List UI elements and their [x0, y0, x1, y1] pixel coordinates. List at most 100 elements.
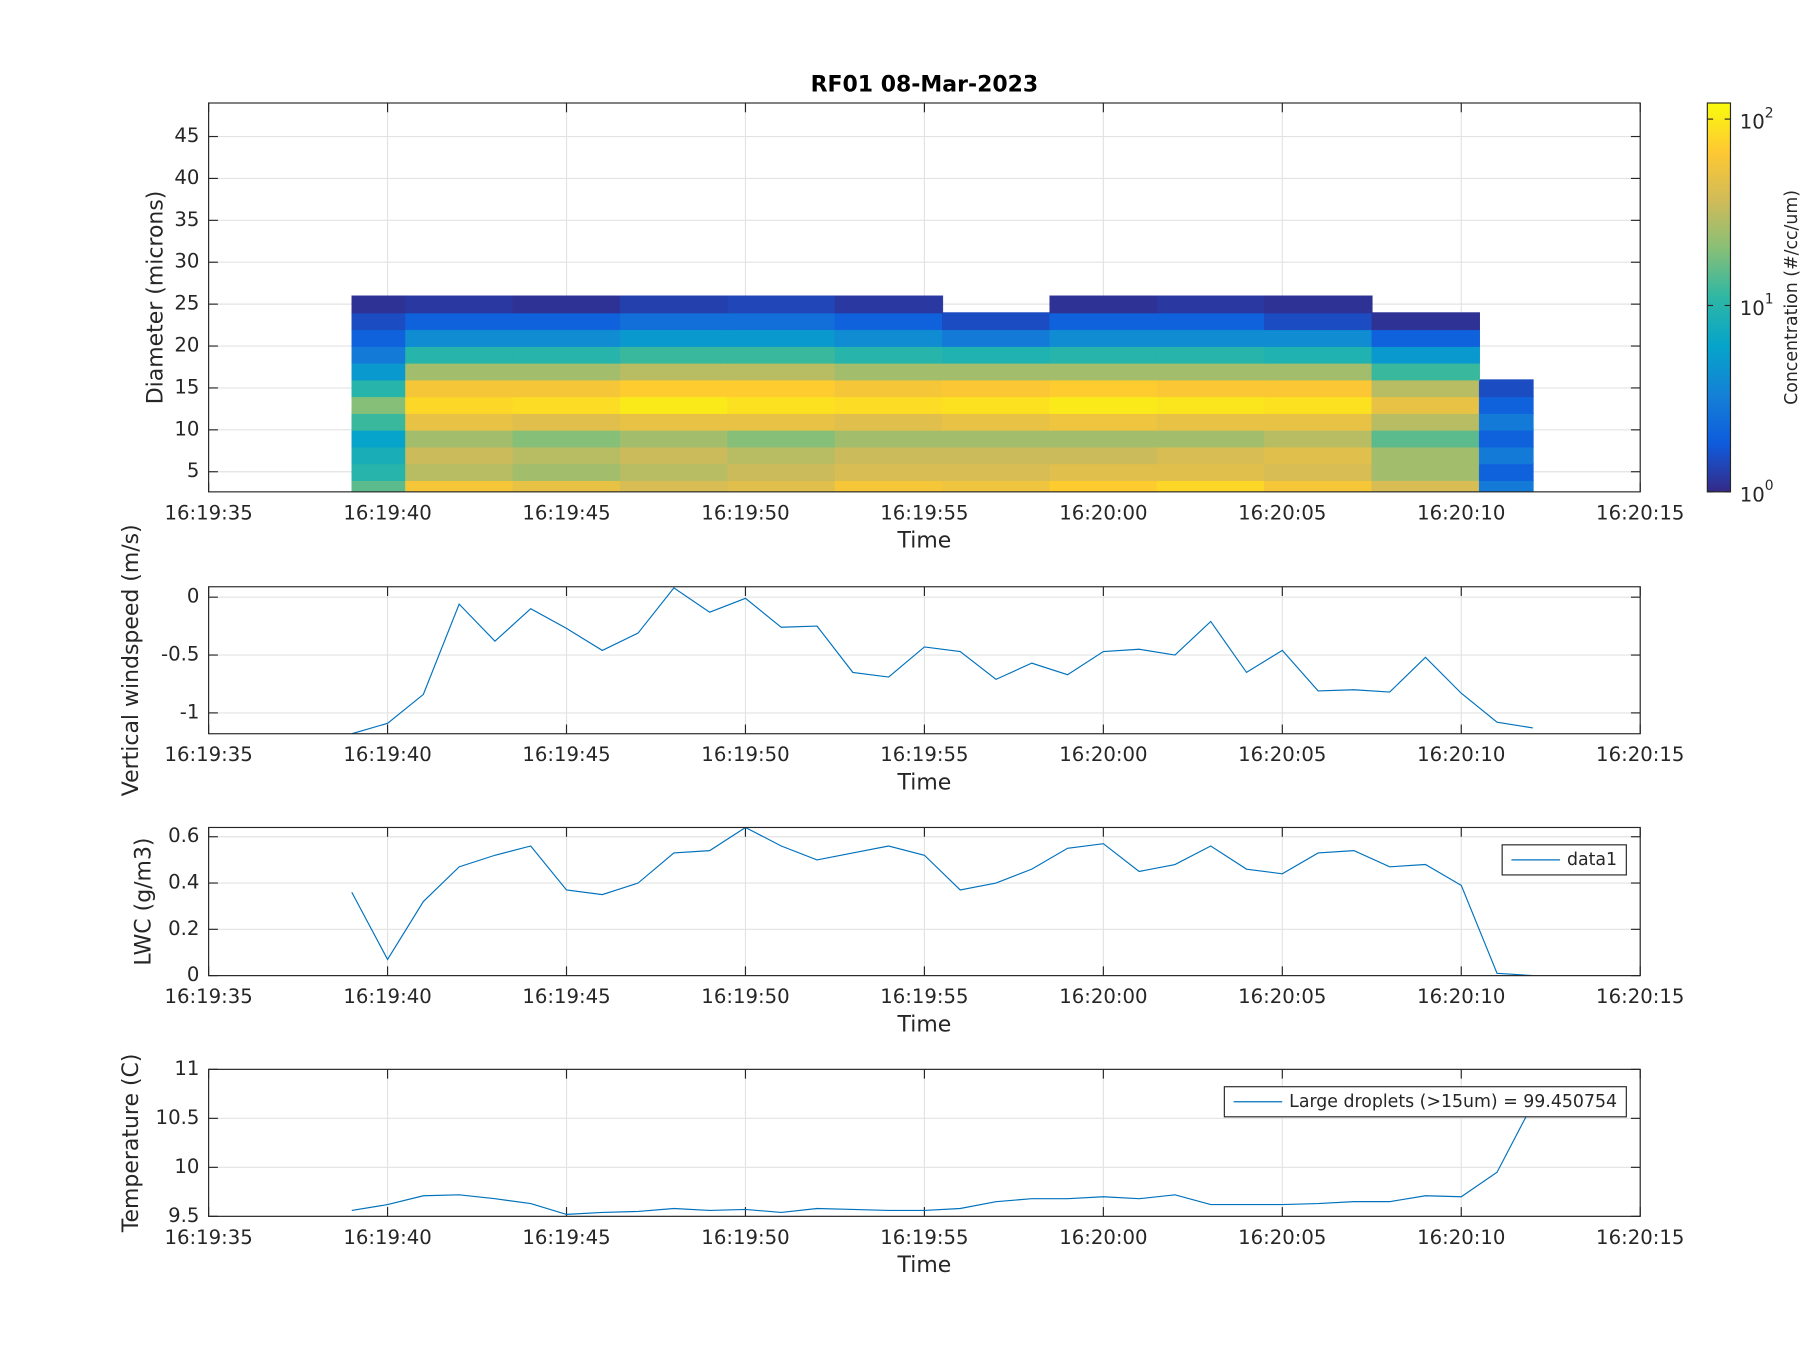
contour-cell [1478, 463, 1534, 481]
contour-cell [405, 312, 514, 331]
contour-cell [834, 362, 944, 381]
contour-cell [1156, 479, 1266, 492]
y-tick-label: 30 [174, 250, 199, 273]
x-axis-label: Time [897, 1012, 952, 1037]
x-tick-label: 16:20:10 [1417, 501, 1505, 524]
contour-cell [619, 479, 729, 492]
contour-cell [834, 379, 944, 398]
colorbar-tick-base: 10 [1740, 483, 1765, 506]
contour-cell [1156, 329, 1266, 347]
y-tick-label: 45 [174, 124, 199, 147]
contour-cell [727, 312, 836, 331]
contour-cell [1264, 362, 1373, 381]
x-tick-label: 16:20:00 [1059, 985, 1147, 1008]
y-tick-label: 0.4 [168, 871, 199, 894]
contour-cell [942, 379, 1051, 398]
y-tick-label: 9.5 [168, 1204, 199, 1227]
y-tick-label: 40 [174, 166, 199, 189]
contour-cell [1371, 446, 1480, 465]
contour-cell [1156, 312, 1266, 331]
contour-cell [834, 329, 944, 347]
legend-label: Large droplets (>15um) = 99.450754 [1289, 1092, 1617, 1112]
contour-cell [1478, 446, 1534, 465]
marks [351, 1103, 1534, 1215]
contour-cell [942, 362, 1051, 381]
contour-cell [619, 312, 729, 331]
y-tick-label: -1 [180, 700, 200, 723]
contour-cell [727, 446, 836, 465]
x-tick-label: 16:19:40 [343, 1226, 431, 1249]
contour-cell [512, 362, 622, 381]
x-tick-label: 16:20:00 [1059, 501, 1147, 524]
x-tick-label: 16:19:55 [880, 985, 968, 1008]
x-tick-label: 16:20:00 [1059, 743, 1147, 766]
x-tick-label: 16:20:10 [1417, 1226, 1505, 1249]
axes-box [208, 102, 1641, 493]
contour-cell [1049, 479, 1158, 492]
contour-cell [942, 329, 1051, 347]
contour-cell [405, 379, 514, 398]
contour-cell [405, 463, 514, 481]
contour-cell [727, 295, 836, 314]
contour-cell [351, 479, 407, 492]
contour-cell [512, 446, 622, 465]
y-tick-label: 35 [174, 208, 199, 231]
axes-box [208, 1068, 1641, 1217]
contour-cell [512, 412, 622, 431]
contour-cell [1049, 412, 1158, 431]
colorbar-tick-base: 10 [1740, 296, 1765, 319]
line [351, 587, 1533, 734]
x-tick-label: 16:20:05 [1238, 1226, 1326, 1249]
contour-cell [1156, 412, 1266, 431]
contour-cell [351, 345, 407, 364]
legend: data1 [1501, 844, 1627, 876]
contour-cell [1264, 463, 1373, 481]
x-tick-label: 16:19:50 [701, 743, 789, 766]
y-tick-label: 15 [174, 375, 199, 398]
colorbar-tick-base: 10 [1740, 110, 1765, 133]
contour-cell [619, 412, 729, 431]
colorbar-tick-label: 102 [1740, 105, 1774, 133]
contour-cell [619, 362, 729, 381]
x-tick-label: 16:19:55 [880, 501, 968, 524]
colorbar-label: Concentration (#/cc/um) [1782, 190, 1802, 405]
y-axis-label: LWC (g/m3) [131, 837, 156, 965]
axes: 16:19:35 16:19:40 16:19:45 16:19:50 16:19:55… [119, 524, 1684, 796]
colorbar-tick-exponent: 1 [1765, 292, 1774, 308]
contour-cell [834, 479, 944, 492]
x-tick-label: 16:20:15 [1596, 743, 1684, 766]
contour-cell [1264, 429, 1373, 448]
contour-cell [405, 362, 514, 381]
contour-cell [1264, 312, 1373, 331]
x-tick-label: 16:19:45 [522, 985, 610, 1008]
contour-cell [405, 295, 514, 314]
contour-cell [512, 295, 622, 314]
contour-cell [1049, 362, 1158, 381]
y-tick-label: 0 [187, 585, 200, 608]
contour-cell [1264, 345, 1373, 364]
y-axis-label: Vertical windspeed (m/s) [119, 524, 144, 796]
contour-cell [512, 379, 622, 398]
contour-cell [834, 312, 944, 331]
contour-cell [1049, 295, 1158, 314]
contour-cell [512, 396, 622, 414]
contour-cell [512, 312, 622, 331]
contour-cell [1049, 329, 1158, 347]
contour-cell [1049, 446, 1158, 465]
contour-cell [834, 396, 944, 414]
contour-cell [1371, 463, 1480, 481]
contour-cell [1371, 329, 1480, 347]
contour-cell [351, 446, 407, 465]
colorbar-tick-exponent: 0 [1765, 478, 1774, 494]
contour-cell [1371, 312, 1480, 331]
contour-cell [1371, 345, 1480, 364]
contour-cell [942, 345, 1051, 364]
contour-cell [1156, 379, 1266, 398]
contour-cell [727, 412, 836, 431]
contour-cell [512, 463, 622, 481]
contour-cell [1049, 429, 1158, 448]
contour-cell [1264, 396, 1373, 414]
contour-cell [619, 379, 729, 398]
x-tick-label: 16:19:50 [701, 985, 789, 1008]
